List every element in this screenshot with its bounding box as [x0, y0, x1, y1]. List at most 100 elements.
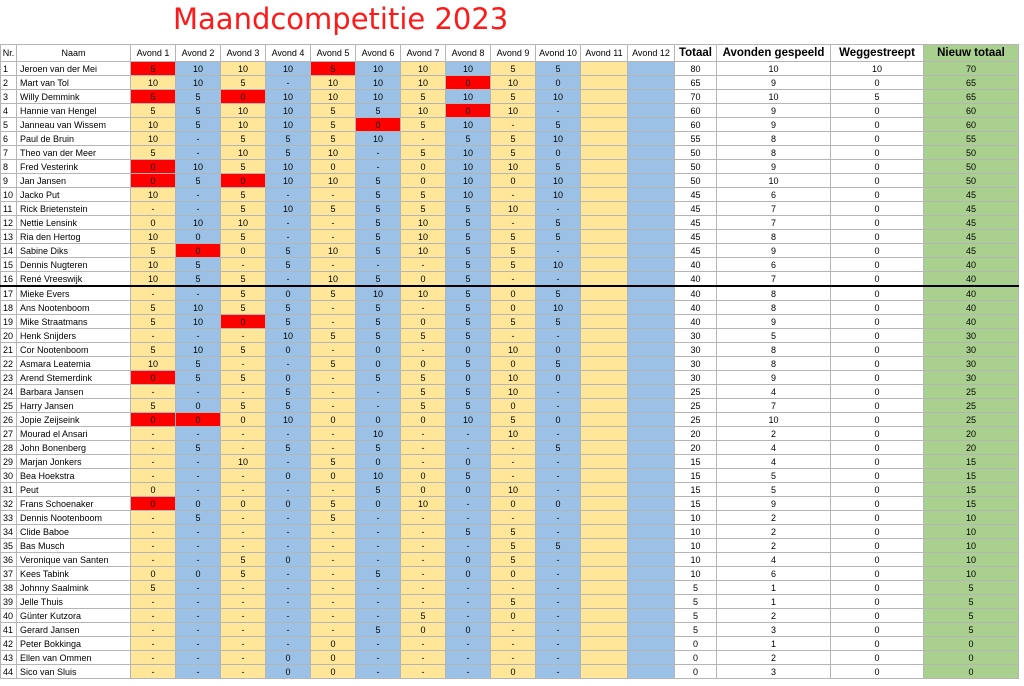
cell-avond-11[interactable] — [580, 412, 628, 427]
cell-avond-6[interactable]: 0 — [355, 454, 401, 469]
cell-avonden-gespeeld[interactable]: 8 — [716, 342, 831, 357]
cell-nr[interactable]: 26 — [0, 412, 17, 427]
cell-avond-5[interactable]: - — [310, 229, 356, 244]
cell-avond-5[interactable]: 5 — [310, 285, 356, 301]
cell-avond-4[interactable]: - — [265, 187, 311, 202]
cell-avond-3[interactable]: - — [220, 384, 266, 399]
cell-avond-8[interactable]: 0 — [445, 566, 491, 581]
cell-naam[interactable]: Ria den Hertog — [16, 229, 131, 244]
cell-naam[interactable]: Rick Brietenstein — [16, 201, 131, 216]
cell-avond-9[interactable]: 10 — [490, 75, 536, 90]
cell-avond-1[interactable]: - — [130, 524, 176, 539]
cell-naam[interactable]: Hannie van Hengel — [16, 103, 131, 118]
cell-avond-10[interactable]: - — [535, 650, 581, 665]
cell-avond-1[interactable]: 0 — [130, 370, 176, 385]
cell-avond-6[interactable]: 10 — [355, 426, 401, 441]
cell-avond-9[interactable]: 0 — [490, 300, 536, 315]
cell-weggestreept[interactable]: 0 — [830, 454, 924, 469]
cell-avond-2[interactable]: - — [175, 201, 221, 216]
cell-avond-9[interactable]: 5 — [490, 594, 536, 609]
cell-avond-9[interactable]: 10 — [490, 201, 536, 216]
cell-avond-10[interactable]: 0 — [535, 75, 581, 90]
cell-avond-10[interactable]: 0 — [535, 342, 581, 357]
cell-naam[interactable]: Jopie Zeijseink — [16, 412, 131, 427]
cell-avond-4[interactable]: 5 — [265, 145, 311, 160]
cell-avond-5[interactable]: - — [310, 370, 356, 385]
cell-avond-11[interactable] — [580, 622, 628, 637]
cell-avond-5[interactable]: 5 — [310, 328, 356, 343]
cell-nieuw-totaal[interactable]: 55 — [923, 131, 1019, 146]
cell-avonden-gespeeld[interactable]: 2 — [716, 650, 831, 665]
cell-avond-1[interactable]: 5 — [130, 89, 176, 104]
cell-avond-8[interactable]: 5 — [445, 229, 491, 244]
cell-totaal[interactable]: 70 — [674, 89, 717, 104]
cell-avond-11[interactable] — [580, 538, 628, 553]
cell-avond-6[interactable]: 5 — [355, 482, 401, 497]
cell-totaal[interactable]: 40 — [674, 314, 717, 329]
cell-avond-7[interactable]: 0 — [400, 468, 446, 483]
cell-avond-1[interactable]: 10 — [130, 271, 176, 287]
cell-avonden-gespeeld[interactable]: 9 — [716, 370, 831, 385]
cell-naam[interactable]: Peter Bokkinga — [16, 636, 131, 651]
cell-weggestreept[interactable]: 0 — [830, 664, 924, 679]
cell-avond-11[interactable] — [580, 650, 628, 665]
cell-avond-12[interactable] — [627, 496, 675, 511]
cell-nr[interactable]: 31 — [0, 482, 17, 497]
cell-avond-2[interactable]: - — [175, 454, 221, 469]
cell-nr[interactable]: 2 — [0, 75, 17, 90]
cell-weggestreept[interactable]: 0 — [830, 201, 924, 216]
cell-avond-6[interactable]: 5 — [355, 566, 401, 581]
cell-avond-4[interactable]: 10 — [265, 328, 311, 343]
cell-nr[interactable]: 13 — [0, 229, 17, 244]
cell-avonden-gespeeld[interactable]: 9 — [716, 243, 831, 258]
cell-avond-8[interactable]: - — [445, 608, 491, 623]
cell-naam[interactable]: John Bonenberg — [16, 440, 131, 455]
cell-avond-3[interactable]: 5 — [220, 566, 266, 581]
cell-avond-11[interactable] — [580, 496, 628, 511]
cell-avond-11[interactable] — [580, 594, 628, 609]
cell-nieuw-totaal[interactable]: 45 — [923, 215, 1019, 230]
col-avonden-gespeeld[interactable]: Avonden gespeeld — [716, 44, 831, 62]
cell-avond-1[interactable]: - — [130, 538, 176, 553]
cell-avond-12[interactable] — [627, 229, 675, 244]
cell-avond-7[interactable]: - — [400, 300, 446, 315]
cell-nieuw-totaal[interactable]: 45 — [923, 201, 1019, 216]
cell-totaal[interactable]: 20 — [674, 440, 717, 455]
cell-avond-8[interactable]: 5 — [445, 243, 491, 258]
cell-avond-1[interactable]: 5 — [130, 103, 176, 118]
cell-avond-3[interactable]: 5 — [220, 300, 266, 315]
cell-avond-12[interactable] — [627, 384, 675, 399]
cell-nieuw-totaal[interactable]: 5 — [923, 580, 1019, 595]
cell-nieuw-totaal[interactable]: 30 — [923, 328, 1019, 343]
cell-avond-9[interactable]: 5 — [490, 314, 536, 329]
cell-avond-9[interactable]: - — [490, 215, 536, 230]
cell-avond-4[interactable]: - — [265, 356, 311, 371]
cell-weggestreept[interactable]: 0 — [830, 608, 924, 623]
cell-avond-12[interactable] — [627, 159, 675, 174]
cell-avond-5[interactable]: 10 — [310, 145, 356, 160]
cell-avond-4[interactable]: 10 — [265, 412, 311, 427]
cell-avond-12[interactable] — [627, 187, 675, 202]
cell-avond-1[interactable]: - — [130, 650, 176, 665]
cell-avond-5[interactable]: - — [310, 342, 356, 357]
cell-naam[interactable]: Willy Demmink — [16, 89, 131, 104]
cell-weggestreept[interactable]: 0 — [830, 384, 924, 399]
cell-nieuw-totaal[interactable]: 60 — [923, 117, 1019, 132]
cell-avond-12[interactable] — [627, 622, 675, 637]
cell-totaal[interactable]: 60 — [674, 103, 717, 118]
cell-avond-6[interactable]: - — [355, 510, 401, 525]
cell-totaal[interactable]: 5 — [674, 580, 717, 595]
cell-avond-5[interactable]: - — [310, 314, 356, 329]
cell-avond-3[interactable]: - — [220, 594, 266, 609]
cell-avond-11[interactable] — [580, 201, 628, 216]
cell-avond-9[interactable]: 0 — [490, 566, 536, 581]
cell-avond-1[interactable]: 5 — [130, 145, 176, 160]
col-avond-5[interactable]: Avond 5 — [310, 44, 356, 62]
cell-avonden-gespeeld[interactable]: 10 — [716, 61, 831, 76]
cell-totaal[interactable]: 45 — [674, 187, 717, 202]
cell-nieuw-totaal[interactable]: 65 — [923, 75, 1019, 90]
cell-totaal[interactable]: 45 — [674, 201, 717, 216]
cell-avond-3[interactable]: - — [220, 580, 266, 595]
cell-nieuw-totaal[interactable]: 10 — [923, 510, 1019, 525]
cell-weggestreept[interactable]: 0 — [830, 75, 924, 90]
